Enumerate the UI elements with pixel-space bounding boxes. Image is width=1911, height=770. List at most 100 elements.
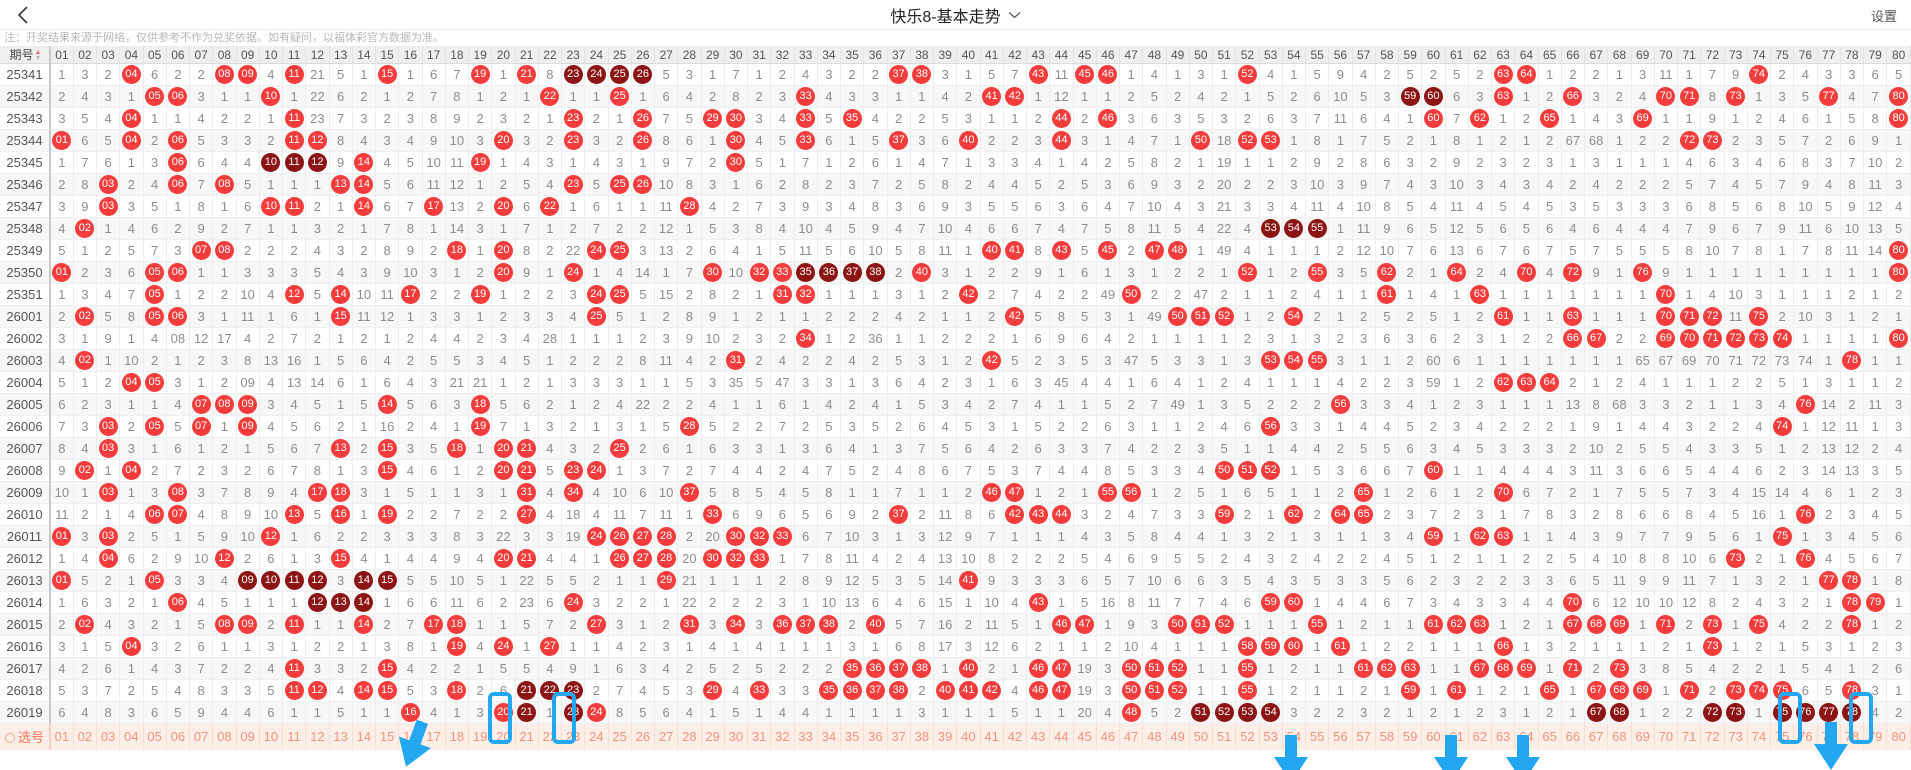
- miss-count-cell[interactable]: 1: [956, 305, 981, 328]
- pick-number-28[interactable]: 28: [677, 723, 702, 750]
- miss-count-cell[interactable]: 2: [910, 107, 935, 130]
- table-row[interactable]: 26007 8 4 03 3 1 6 1 2 1 5 6 7 13 2 15 3 5 18 1 20 21 4 3 2 25 2 6 1…: [0, 437, 1911, 460]
- miss-count-cell[interactable]: 4: [1631, 371, 1655, 394]
- miss-count-cell[interactable]: 1: [282, 547, 307, 570]
- pick-number-73[interactable]: 73: [1724, 723, 1748, 750]
- miss-count-cell[interactable]: 3: [538, 305, 563, 328]
- miss-count-cell[interactable]: 3: [305, 547, 330, 570]
- miss-count-cell[interactable]: 3: [1119, 261, 1144, 284]
- drawn-number-cell[interactable]: 23: [561, 63, 586, 86]
- miss-count-cell[interactable]: 2: [1724, 657, 1748, 680]
- miss-count-cell[interactable]: 2: [1654, 173, 1679, 196]
- miss-count-cell[interactable]: 9: [1305, 151, 1330, 174]
- miss-count-cell[interactable]: 9: [956, 525, 981, 548]
- period-cell[interactable]: 25351: [0, 283, 51, 306]
- column-header-52[interactable]: 52: [1235, 46, 1260, 64]
- miss-count-cell[interactable]: 3: [1793, 459, 1818, 482]
- miss-count-cell[interactable]: 4: [491, 349, 516, 372]
- drawn-number-cell[interactable]: 59: [1212, 503, 1237, 526]
- miss-count-cell[interactable]: 9: [1607, 525, 1632, 548]
- miss-count-cell[interactable]: 9: [1142, 547, 1167, 570]
- miss-count-cell[interactable]: 5: [1003, 701, 1028, 724]
- miss-count-cell[interactable]: 1: [1654, 107, 1679, 130]
- miss-count-cell[interactable]: 2: [1259, 393, 1283, 416]
- miss-count-cell[interactable]: 1: [1491, 613, 1516, 636]
- miss-count-cell[interactable]: 5: [1166, 547, 1190, 570]
- miss-count-cell[interactable]: 2: [1352, 613, 1376, 636]
- miss-count-cell[interactable]: 1: [445, 481, 470, 504]
- miss-count-cell[interactable]: 1: [794, 635, 818, 658]
- miss-count-cell[interactable]: 2: [1119, 327, 1144, 350]
- miss-count-cell[interactable]: 13: [259, 349, 284, 372]
- miss-count-cell[interactable]: 5: [1375, 437, 1400, 460]
- drawn-number-cell[interactable]: 19: [468, 415, 493, 438]
- miss-count-cell[interactable]: 1: [1212, 679, 1237, 702]
- miss-count-cell[interactable]: 2: [1282, 283, 1307, 306]
- miss-count-cell[interactable]: 1: [1235, 151, 1260, 174]
- miss-count-cell[interactable]: 10: [1584, 437, 1609, 460]
- miss-count-cell[interactable]: 1: [817, 151, 842, 174]
- drawn-number-cell[interactable]: 41: [956, 679, 981, 702]
- miss-count-cell[interactable]: 7: [1026, 217, 1051, 240]
- miss-count-cell[interactable]: 3: [445, 305, 470, 328]
- miss-count-cell[interactable]: 1: [1607, 129, 1632, 152]
- miss-count-cell[interactable]: 1: [1328, 129, 1353, 152]
- column-header-46[interactable]: 46: [1096, 46, 1121, 64]
- drawn-number-cell[interactable]: 26: [631, 107, 656, 130]
- miss-count-cell[interactable]: 4: [1654, 415, 1679, 438]
- miss-count-cell[interactable]: 1: [1538, 393, 1562, 416]
- miss-count-cell[interactable]: 2: [1166, 85, 1190, 108]
- drawn-number-cell[interactable]: 25: [584, 305, 609, 328]
- miss-count-cell[interactable]: 1: [887, 151, 911, 174]
- miss-count-cell[interactable]: 5: [329, 349, 353, 372]
- miss-count-cell[interactable]: 7: [1793, 129, 1818, 152]
- drawn-number-cell[interactable]: 40: [910, 261, 935, 284]
- miss-count-cell[interactable]: 2: [166, 217, 191, 240]
- miss-count-cell[interactable]: 3: [166, 371, 191, 394]
- miss-count-cell[interactable]: 1: [956, 151, 981, 174]
- drawn-number-cell[interactable]: 06: [166, 151, 191, 174]
- miss-count-cell[interactable]: 1: [1677, 283, 1702, 306]
- drawn-number-cell[interactable]: 17: [422, 613, 446, 636]
- miss-count-cell[interactable]: 3: [956, 371, 981, 394]
- miss-count-cell[interactable]: 3: [1119, 107, 1144, 130]
- miss-count-cell[interactable]: 3: [1328, 569, 1353, 592]
- miss-count-cell[interactable]: 1: [608, 107, 632, 130]
- drawn-number-cell[interactable]: 06: [143, 503, 167, 526]
- miss-count-cell[interactable]: 3: [654, 635, 679, 658]
- column-header-06[interactable]: 06: [166, 46, 191, 64]
- miss-count-cell[interactable]: 2: [770, 459, 795, 482]
- miss-count-cell[interactable]: 3: [1747, 393, 1772, 416]
- miss-count-cell[interactable]: 3: [143, 481, 167, 504]
- miss-count-cell[interactable]: 8: [677, 305, 702, 328]
- miss-count-cell[interactable]: 1: [491, 569, 516, 592]
- drawn-number-cell[interactable]: 01: [50, 569, 74, 592]
- miss-count-cell[interactable]: 4: [1817, 173, 1841, 196]
- miss-count-cell[interactable]: 1: [1607, 635, 1632, 658]
- miss-count-cell[interactable]: 6: [1352, 107, 1376, 130]
- miss-count-cell[interactable]: 1: [212, 305, 237, 328]
- miss-count-cell[interactable]: 2: [1514, 327, 1539, 350]
- miss-count-cell[interactable]: 2: [794, 349, 818, 372]
- miss-count-cell[interactable]: 2: [1166, 701, 1190, 724]
- miss-count-cell[interactable]: 3: [468, 525, 493, 548]
- miss-count-cell[interactable]: 2: [956, 349, 981, 372]
- miss-count-cell[interactable]: 1: [1886, 349, 1911, 372]
- miss-count-cell[interactable]: 3: [329, 569, 353, 592]
- miss-count-cell[interactable]: 1: [887, 701, 911, 724]
- miss-count-cell[interactable]: 11: [1607, 569, 1632, 592]
- miss-count-cell[interactable]: 2: [1724, 415, 1748, 438]
- miss-count-cell[interactable]: 2: [724, 657, 749, 680]
- miss-count-cell[interactable]: 1: [50, 283, 74, 306]
- miss-count-cell[interactable]: 2: [1817, 129, 1841, 152]
- period-cell[interactable]: 26005: [0, 393, 51, 416]
- miss-count-cell[interactable]: 4: [1817, 547, 1841, 570]
- miss-count-cell[interactable]: 5: [631, 283, 656, 306]
- drawn-number-cell[interactable]: 20: [491, 547, 516, 570]
- miss-count-cell[interactable]: 2: [515, 283, 539, 306]
- miss-count-cell[interactable]: 7: [1770, 173, 1795, 196]
- table-row[interactable]: 25349 5 1 2 5 7 3 07 08 2 2 2 4 3 2 8 9 2 18 1 20 8 2 22 24 25 3 13…: [0, 239, 1911, 262]
- column-header-73[interactable]: 73: [1724, 46, 1748, 64]
- miss-count-cell[interactable]: 1: [1166, 635, 1190, 658]
- miss-count-cell[interactable]: 49: [1212, 239, 1237, 262]
